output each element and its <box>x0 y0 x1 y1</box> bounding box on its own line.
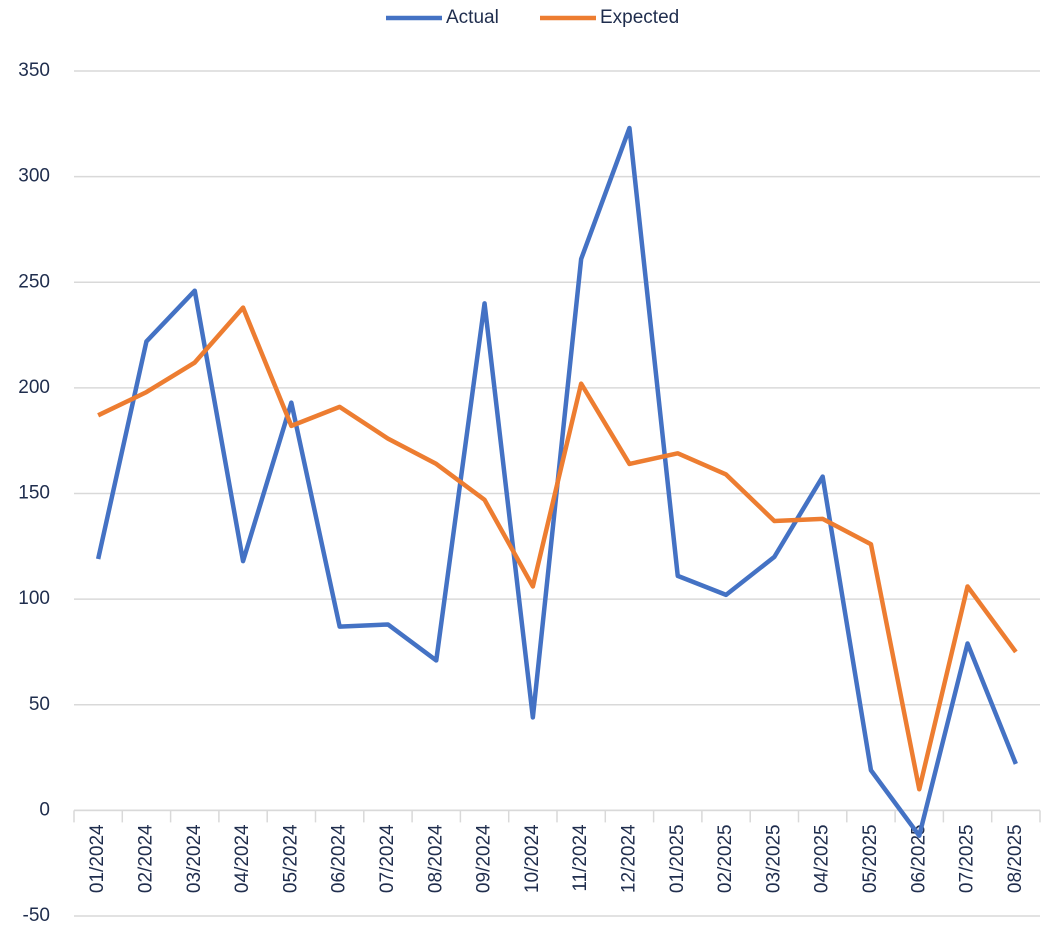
y-tick-label: 0 <box>39 799 50 820</box>
y-tick-label: 50 <box>29 694 50 715</box>
x-tick-label: 04/2024 <box>232 824 253 893</box>
x-tick-label: 08/2024 <box>425 824 446 893</box>
y-tick-label: 350 <box>18 60 50 81</box>
legend-label: Actual <box>446 7 499 28</box>
x-tick-label: 09/2024 <box>474 824 495 893</box>
y-tick-label: 150 <box>18 483 50 504</box>
y-tick-label: -50 <box>23 905 50 925</box>
x-tick-label: 07/2024 <box>377 824 398 893</box>
x-tick-label: 12/2024 <box>618 824 639 893</box>
x-tick-label: 05/2025 <box>860 824 881 893</box>
x-tick-label: 05/2024 <box>280 824 301 893</box>
y-tick-label: 250 <box>18 271 50 292</box>
legend-label: Expected <box>600 7 679 28</box>
x-tick-label: 03/2024 <box>184 824 205 893</box>
x-tick-label: 01/2024 <box>87 824 108 893</box>
y-tick-label: 100 <box>18 588 50 609</box>
x-tick-label: 06/2025 <box>908 824 929 893</box>
series-line <box>97 305 1018 792</box>
x-tick-label: 02/2025 <box>715 824 736 893</box>
y-tick-label: 200 <box>18 377 50 398</box>
x-tick-label: 02/2024 <box>135 824 156 893</box>
y-tick-label: 300 <box>18 166 50 187</box>
x-tick-label: 07/2025 <box>957 824 978 893</box>
x-tick-label: 04/2025 <box>812 824 833 893</box>
x-tick-label: 11/2024 <box>570 824 591 892</box>
x-tick-label: 01/2025 <box>667 824 688 893</box>
x-tick-label: 03/2025 <box>763 824 784 893</box>
x-tick-label: 10/2024 <box>522 824 543 893</box>
x-tick-label: 06/2024 <box>329 824 350 893</box>
x-tick-label: 08/2025 <box>1005 824 1026 893</box>
